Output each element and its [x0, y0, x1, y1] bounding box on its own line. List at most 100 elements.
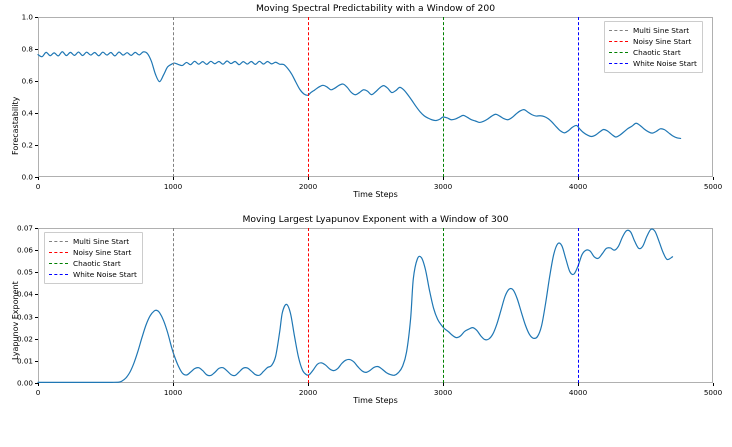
y-tick-mark: [35, 272, 38, 274]
x-tick-mark: [443, 177, 444, 180]
legend-label: Noisy Sine Start: [73, 248, 132, 257]
legend-swatch-icon: [49, 252, 68, 253]
legend-bottom: Multi Sine Start Noisy Sine Start Chaotic …: [44, 232, 143, 284]
y-tick-label: 0.6: [21, 76, 33, 86]
x-tick-label: 4000: [568, 182, 588, 191]
x-axis-label-bottom: Time Steps: [353, 396, 398, 405]
vline-chaotic-start: [443, 17, 444, 177]
y-tick-mark: [35, 228, 38, 229]
x-tick-label: 0: [35, 182, 41, 191]
legend-item-multi-sine-start: Multi Sine Start: [609, 25, 697, 36]
legend-label: Chaotic Start: [73, 259, 121, 268]
legend-label: Multi Sine Start: [633, 26, 690, 35]
legend-item-noisy-sine-start: Noisy Sine Start: [609, 36, 697, 47]
legend-swatch-icon: [609, 41, 628, 42]
legend-item-noisy-sine-start: Noisy Sine Start: [49, 247, 137, 258]
axes-frame-bottom: [38, 228, 713, 383]
legend-swatch-icon: [609, 52, 628, 53]
x-tick-label: 1000: [163, 182, 183, 191]
legend-top: Multi Sine Start Noisy Sine Start Chaotic …: [604, 21, 703, 73]
y-tick-mark: [35, 177, 38, 178]
y-tick-label: 0.04: [16, 289, 33, 299]
x-tick-label: 3000: [433, 182, 453, 191]
data-line-1: [37, 51, 682, 140]
y-tick-label: 0.07: [16, 223, 33, 233]
y-tick-mark: [35, 81, 38, 82]
y-tick-mark: [35, 17, 38, 18]
legend-swatch-icon: [49, 274, 68, 275]
legend-item-chaotic-start: Chaotic Start: [49, 258, 137, 269]
x-tick-label: 4000: [568, 388, 588, 397]
y-tick-mark: [35, 360, 38, 362]
y-tick-label: 0.03: [16, 312, 33, 322]
x-tick-mark: [38, 383, 39, 386]
vline-white-noise-start: [578, 17, 579, 177]
x-tick-label: 1000: [163, 388, 183, 397]
series-plot-bottom: [37, 228, 674, 383]
y-tick-label: 0.0: [21, 172, 33, 182]
y-tick-label: 0.8: [21, 44, 33, 54]
y-tick-mark: [35, 145, 38, 146]
legend-swatch-icon: [49, 263, 68, 264]
vline-white-noise-start: [578, 228, 579, 383]
y-tick-label: 0.06: [16, 245, 33, 255]
y-tick-mark: [35, 113, 38, 114]
y-tick-label: 0.01: [16, 356, 33, 366]
x-tick-mark: [308, 383, 309, 386]
chart-moving-spectral-predictability: [37, 17, 713, 177]
x-tick-label: 2000: [298, 388, 318, 397]
y-axis-label-top: Forecastability: [11, 96, 20, 155]
vline-multi-sine-start: [173, 17, 174, 177]
x-tick-label: 2000: [298, 182, 318, 191]
legend-item-white-noise-start: White Noise Start: [49, 269, 137, 280]
data-line-1: [37, 228, 674, 383]
x-tick-mark: [713, 383, 714, 386]
x-tick-label: 3000: [433, 388, 453, 397]
y-axis-label-bottom: Lyapunov Exponent: [11, 281, 20, 360]
vline-multi-sine-start: [173, 228, 174, 383]
y-tick-label: 0.4: [21, 108, 33, 118]
x-tick-mark: [308, 177, 309, 180]
y-tick-label: 1.0: [21, 12, 33, 22]
x-tick-mark: [578, 177, 579, 180]
series-plot-top: [37, 51, 682, 140]
legend-item-multi-sine-start: Multi Sine Start: [49, 236, 137, 247]
y-tick-mark: [35, 49, 38, 50]
y-tick-label: 0.2: [21, 140, 33, 150]
x-tick-label: 5000: [703, 182, 723, 191]
legend-item-chaotic-start: Chaotic Start: [609, 47, 697, 58]
legend-swatch-icon: [609, 63, 628, 64]
y-tick-mark: [35, 250, 38, 252]
x-axis-label-top: Time Steps: [353, 190, 398, 199]
y-tick-label: 0.02: [16, 334, 33, 344]
y-tick-label: 0.00: [16, 378, 33, 388]
axes-frame-top: [38, 17, 713, 177]
chart-title-bottom: Moving Largest Lyapunov Exponent with a …: [242, 214, 509, 225]
legend-label: White Noise Start: [73, 270, 137, 279]
x-tick-mark: [38, 177, 39, 180]
x-tick-label: 5000: [703, 388, 723, 397]
vline-noisy-sine-start: [308, 17, 309, 177]
vline-chaotic-start: [443, 228, 444, 383]
legend-label: Noisy Sine Start: [633, 37, 692, 46]
x-tick-mark: [173, 383, 174, 386]
x-tick-label: 0: [35, 388, 41, 397]
y-tick-label: 0.05: [16, 267, 33, 277]
x-tick-mark: [173, 177, 174, 180]
y-tick-mark: [35, 383, 38, 384]
chart-moving-largest-lyapunov-exponent: [37, 228, 713, 383]
legend-label: Multi Sine Start: [73, 237, 130, 246]
y-tick-mark: [35, 294, 38, 296]
legend-swatch-icon: [609, 30, 628, 31]
x-tick-mark: [713, 177, 714, 180]
legend-item-white-noise-start: White Noise Start: [609, 58, 697, 69]
x-tick-mark: [578, 383, 579, 386]
y-tick-mark: [35, 338, 38, 340]
legend-label: Chaotic Start: [633, 48, 681, 57]
legend-swatch-icon: [49, 241, 68, 242]
y-tick-mark: [35, 316, 38, 318]
vline-noisy-sine-start: [308, 228, 309, 383]
legend-label: White Noise Start: [633, 59, 697, 68]
chart-title-top: Moving Spectral Predictability with a Wi…: [255, 3, 496, 14]
